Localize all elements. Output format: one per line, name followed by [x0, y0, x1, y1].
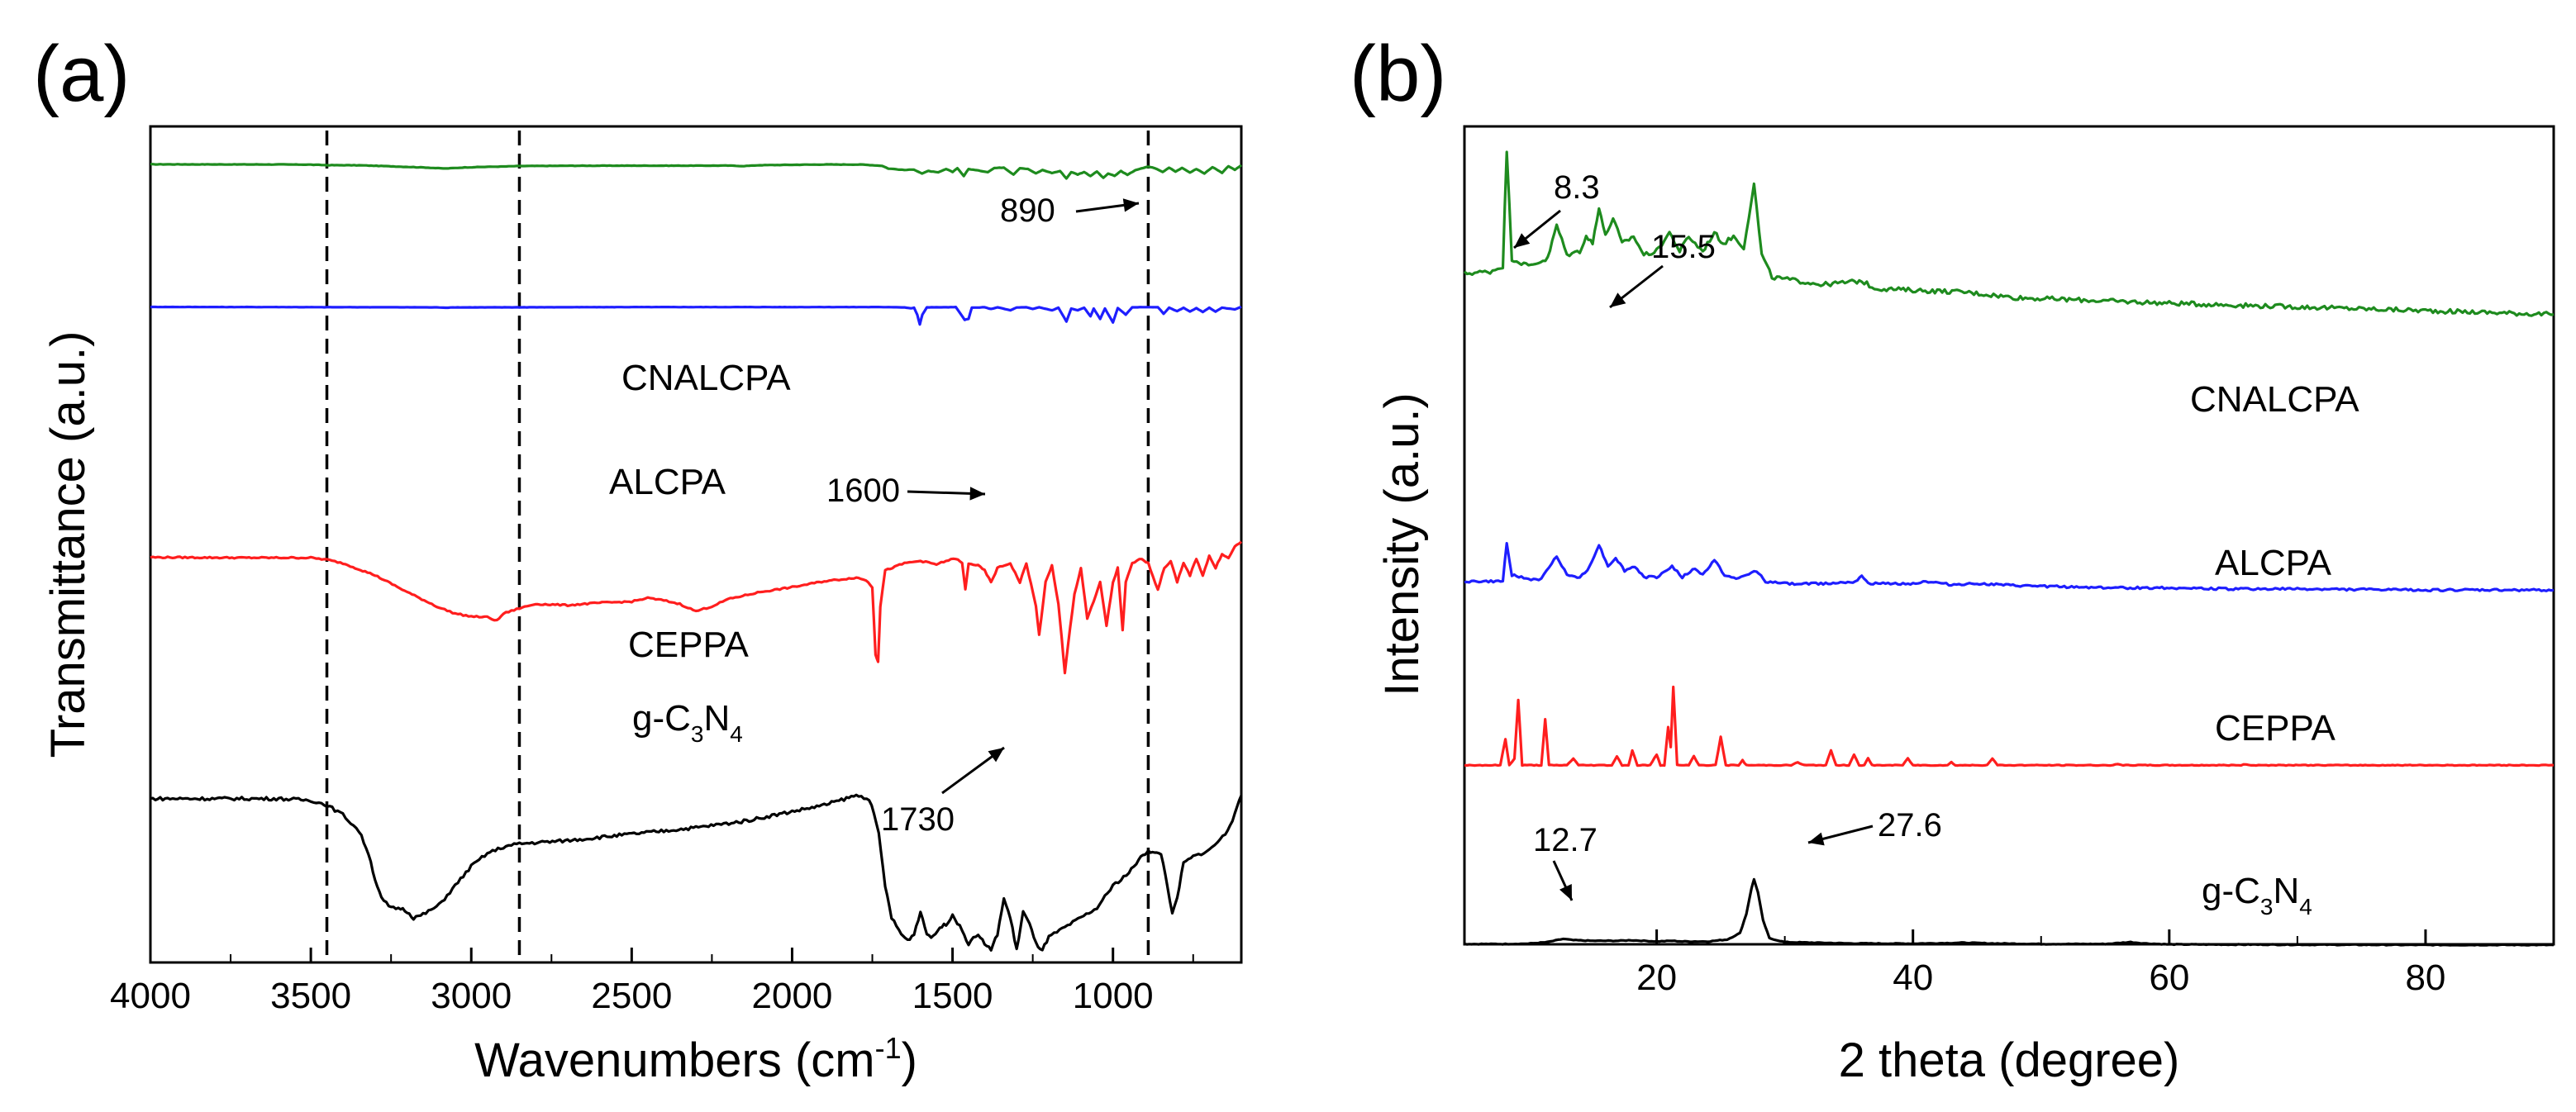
panel-b-x-ticks: 20 40 60 80	[1636, 929, 2445, 998]
series-line-alcpa	[150, 305, 1242, 326]
annotation-1600: 1600	[826, 473, 900, 509]
arrowhead	[1514, 233, 1531, 248]
x-tick-label: 2000	[752, 976, 833, 1016]
panel-a-series	[150, 163, 1243, 952]
panel-a-x-ticks: 4000 3500 3000 2500 2000 1500 1000	[110, 948, 1194, 1016]
label-gc3n4-b: g-C3N4	[2202, 871, 2312, 920]
label-alcpa-a: ALCPA	[609, 462, 726, 502]
series-line-ceppa	[150, 540, 1243, 675]
x-tick-label: 40	[1893, 958, 1933, 998]
label-gc3n4-a: g-C3N4	[632, 698, 743, 747]
label-alcpa-b: ALCPA	[2215, 543, 2332, 583]
arrowhead	[969, 487, 985, 501]
annotation-8-3: 8.3	[1554, 169, 1600, 206]
panel-a-ftir: (a) 4000 3500 3000 2500 2000 1500 1000 CNALCPA…	[33, 30, 1243, 1087]
panel-a-x-axis-title: Wavenumbers (cm-1)	[474, 1031, 917, 1087]
x-tick-label: 2500	[591, 976, 672, 1016]
annotation-15-5: 15.5	[1651, 229, 1716, 265]
panel-b-y-axis-title: Intensity (a.u.)	[1375, 392, 1429, 696]
x-tick-label: 3500	[270, 976, 351, 1016]
label-cnalcpa-a: CNALCPA	[621, 358, 791, 398]
series-line-ceppa	[1464, 685, 2555, 767]
x-tick-label: 1000	[1073, 976, 1154, 1016]
x-tick-label: 80	[2405, 958, 2445, 998]
x-tick-label: 4000	[110, 976, 191, 1016]
panel-b-x-axis-title: 2 theta (degree)	[1839, 1034, 2180, 1087]
panel-a-reference-lines	[325, 131, 1150, 962]
panel-a-label: (a)	[33, 30, 130, 118]
arrowhead	[1610, 292, 1626, 307]
series-line-cnalcpa	[150, 163, 1243, 180]
x-tick-label: 60	[2149, 958, 2189, 998]
panel-a-y-axis-title: Transmittance (a.u.)	[41, 331, 95, 758]
panel-b-label: (b)	[1350, 30, 1446, 118]
arrowhead	[1808, 832, 1825, 846]
x-tick-label: 1500	[912, 976, 993, 1016]
x-tick-label: 3000	[431, 976, 512, 1016]
annotation-890: 890	[1000, 192, 1055, 229]
x-tick-label: 20	[1636, 958, 1677, 998]
panel-a-frame	[149, 125, 1243, 964]
arrowhead	[988, 748, 1004, 763]
series-line-g-c3n4	[1464, 877, 2555, 947]
panel-b-xrd: (b) 20 40 60 80 CNALCPA ALCPA CEPPA g-C3N4 …	[1350, 30, 2555, 1087]
series-line-cnalcpa	[1463, 150, 2555, 317]
label-cnalcpa-b: CNALCPA	[2190, 379, 2359, 420]
panel-b-frame	[1463, 125, 2555, 946]
arrowhead	[1122, 198, 1139, 212]
annotation-12-7: 12.7	[1533, 822, 1598, 858]
series-line-g-c3n4	[150, 793, 1243, 952]
label-ceppa-a: CEPPA	[628, 625, 750, 665]
series-line-alcpa	[1464, 542, 2555, 592]
annotation-1730: 1730	[881, 801, 955, 838]
annotation-27-6: 27.6	[1878, 807, 1942, 844]
panel-b-series	[1463, 150, 2555, 947]
label-ceppa-b: CEPPA	[2215, 708, 2336, 748]
arrowhead	[1559, 884, 1572, 901]
